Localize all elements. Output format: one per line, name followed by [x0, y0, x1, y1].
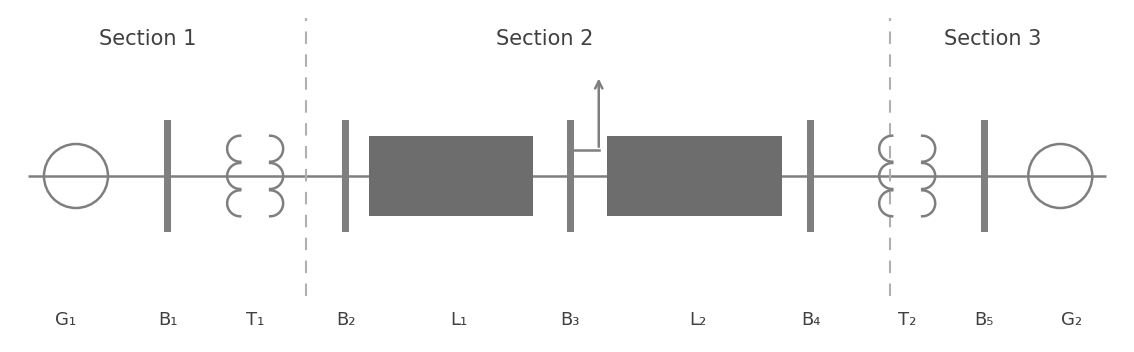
Bar [369, 136, 533, 216]
Text: L₂: L₂ [688, 311, 706, 329]
Text: B₂: B₂ [336, 311, 356, 329]
Bar [567, 120, 574, 232]
Bar [807, 120, 814, 232]
Text: T₂: T₂ [898, 311, 916, 329]
Text: G₁: G₁ [56, 311, 76, 329]
Text: L₁: L₁ [450, 311, 468, 329]
Text: G₂: G₂ [1061, 311, 1082, 329]
Text: Section 1: Section 1 [99, 29, 196, 49]
Text: B₅: B₅ [974, 311, 995, 329]
Text: Section 2: Section 2 [496, 29, 593, 49]
Bar [607, 136, 782, 216]
Bar [981, 120, 988, 232]
Text: B₁: B₁ [158, 311, 178, 329]
Text: Section 3: Section 3 [943, 29, 1041, 49]
Bar [164, 120, 171, 232]
Text: B₃: B₃ [560, 311, 581, 329]
Bar [342, 120, 349, 232]
Text: B₄: B₄ [801, 311, 821, 329]
Text: T₁: T₁ [246, 311, 264, 329]
